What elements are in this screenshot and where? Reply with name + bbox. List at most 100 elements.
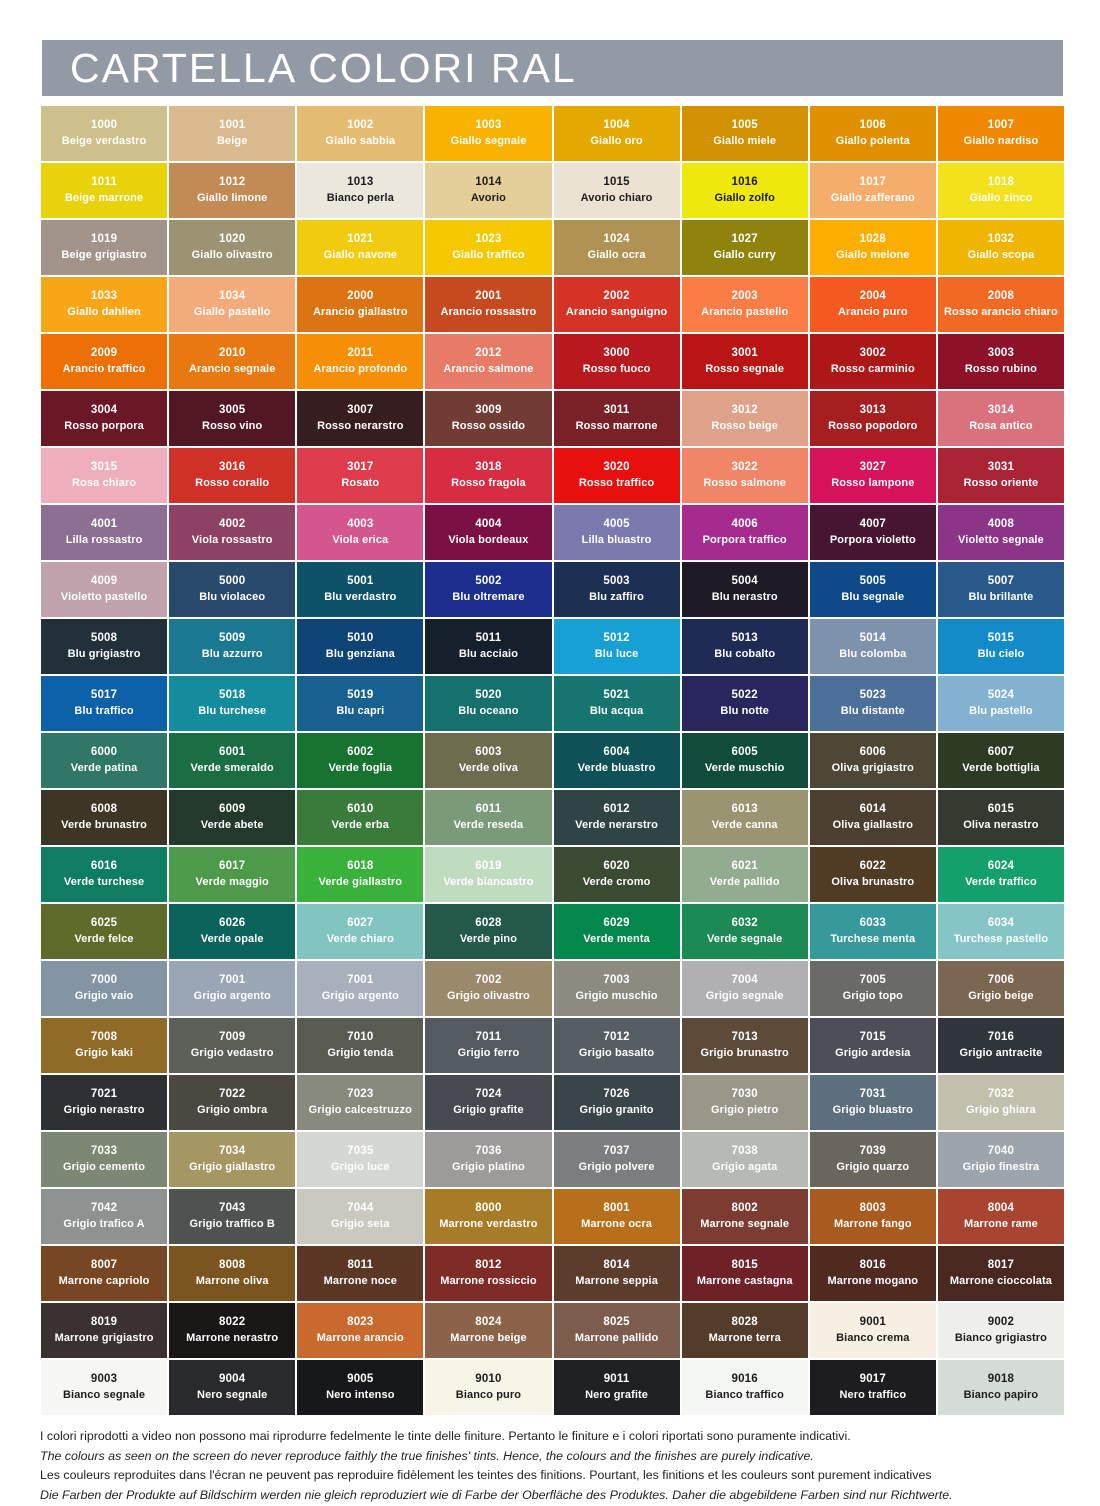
color-swatch-5009[interactable]: 5009 Blu azzurro (169, 619, 296, 674)
color-swatch-1019[interactable]: 1019 Beige grigiastro (41, 220, 168, 275)
color-swatch-7036[interactable]: 7036 Grigio platino (425, 1132, 552, 1187)
color-swatch-5023[interactable]: 5023 Blu distante (809, 676, 936, 731)
color-swatch-4003[interactable]: 4003 Viola erica (297, 505, 424, 560)
color-swatch-2011[interactable]: 2011 Arancio profondo (297, 334, 424, 389)
color-swatch-4006[interactable]: 4006 Porpora traffico (681, 505, 808, 560)
color-swatch-1018[interactable]: 1018 Giallo zinco (937, 163, 1064, 218)
color-swatch-5019[interactable]: 5019 Blu capri (297, 676, 424, 731)
color-swatch-9002[interactable]: 9002 Bianco grigiastro (937, 1303, 1064, 1358)
color-swatch-6024[interactable]: 6024 Verde traffico (937, 847, 1064, 902)
color-swatch-7033[interactable]: 7033 Grigio cemento (41, 1132, 168, 1187)
color-swatch-8017[interactable]: 8017 Marrone cioccolata (937, 1246, 1064, 1301)
color-swatch-5002[interactable]: 5002 Blu oltremare (425, 562, 552, 617)
color-swatch-8001[interactable]: 8001 Marrone ocra (553, 1189, 680, 1244)
color-swatch-5011[interactable]: 5011 Blu acciaio (425, 619, 552, 674)
color-swatch-6034[interactable]: 6034 Turchese pastello (937, 904, 1064, 959)
color-swatch-9003[interactable]: 9003 Bianco segnale (41, 1360, 168, 1415)
color-swatch-6018[interactable]: 6018 Verde giallastro (297, 847, 424, 902)
color-swatch-3022[interactable]: 3022 Rosso salmone (681, 448, 808, 503)
color-swatch-8024[interactable]: 8024 Marrone beige (425, 1303, 552, 1358)
color-swatch-3011[interactable]: 3011 Rosso marrone (553, 391, 680, 446)
color-swatch-3017[interactable]: 3017 Rosato (297, 448, 424, 503)
color-swatch-7026[interactable]: 7026 Grigio granito (553, 1075, 680, 1130)
color-swatch-5012[interactable]: 5012 Blu luce (553, 619, 680, 674)
color-swatch-9010[interactable]: 9010 Bianco puro (425, 1360, 552, 1415)
color-swatch-9001[interactable]: 9001 Bianco crema (809, 1303, 936, 1358)
color-swatch-6025[interactable]: 6025 Verde felce (41, 904, 168, 959)
color-swatch-6004[interactable]: 6004 Verde bluastro (553, 733, 680, 788)
color-swatch-8008[interactable]: 8008 Marrone oliva (169, 1246, 296, 1301)
color-swatch-5021[interactable]: 5021 Blu acqua (553, 676, 680, 731)
color-swatch-1002[interactable]: 1002 Giallo sabbia (297, 106, 424, 161)
color-swatch-8023[interactable]: 8023 Marrone arancio (297, 1303, 424, 1358)
color-swatch-5005[interactable]: 5005 Blu segnale (809, 562, 936, 617)
color-swatch-2009[interactable]: 2009 Arancio traffico (41, 334, 168, 389)
color-swatch-2002[interactable]: 2002 Arancio sanguigno (553, 277, 680, 332)
color-swatch-1021[interactable]: 1021 Giallo navone (297, 220, 424, 275)
color-swatch-7034[interactable]: 7034 Grigio giallastro (169, 1132, 296, 1187)
color-swatch-8011[interactable]: 8011 Marrone noce (297, 1246, 424, 1301)
color-swatch-1014[interactable]: 1014 Avorio (425, 163, 552, 218)
color-swatch-3007[interactable]: 3007 Rosso nerarstro (297, 391, 424, 446)
color-swatch-5018[interactable]: 5018 Blu turchese (169, 676, 296, 731)
color-swatch-2012[interactable]: 2012 Arancio salmone (425, 334, 552, 389)
color-swatch-3001[interactable]: 3001 Rosso segnale (681, 334, 808, 389)
color-swatch-7031[interactable]: 7031 Grigio bluastro (809, 1075, 936, 1130)
color-swatch-6009[interactable]: 6009 Verde abete (169, 790, 296, 845)
color-swatch-4008[interactable]: 4008 Violetto segnale (937, 505, 1064, 560)
color-swatch-6019[interactable]: 6019 Verde biancastro (425, 847, 552, 902)
color-swatch-7030[interactable]: 7030 Grigio pietro (681, 1075, 808, 1130)
color-swatch-4009[interactable]: 4009 Violetto pastello (41, 562, 168, 617)
color-swatch-6029[interactable]: 6029 Verde menta (553, 904, 680, 959)
color-swatch-7013[interactable]: 7013 Grigio brunastro (681, 1018, 808, 1073)
color-swatch-7002[interactable]: 7002 Grigio olivastro (425, 961, 552, 1016)
color-swatch-6001[interactable]: 6001 Verde smeraldo (169, 733, 296, 788)
color-swatch-7015[interactable]: 7015 Grigio ardesia (809, 1018, 936, 1073)
color-swatch-2001[interactable]: 2001 Arancio rossastro (425, 277, 552, 332)
color-swatch-9018[interactable]: 9018 Bianco papiro (937, 1360, 1064, 1415)
color-swatch-7038[interactable]: 7038 Grigio agata (681, 1132, 808, 1187)
color-swatch-8014[interactable]: 8014 Marrone seppia (553, 1246, 680, 1301)
color-swatch-3014[interactable]: 3014 Rosa antico (937, 391, 1064, 446)
color-swatch-7010[interactable]: 7010 Grigio tenda (297, 1018, 424, 1073)
color-swatch-7037[interactable]: 7037 Grigio polvere (553, 1132, 680, 1187)
color-swatch-7000[interactable]: 7000 Grigio vaio (41, 961, 168, 1016)
color-swatch-4002[interactable]: 4002 Viola rossastro (169, 505, 296, 560)
color-swatch-1033[interactable]: 1033 Giallo dahlien (41, 277, 168, 332)
color-swatch-6000[interactable]: 6000 Verde patina (41, 733, 168, 788)
color-swatch-1011[interactable]: 1011 Beige marrone (41, 163, 168, 218)
color-swatch-7003[interactable]: 7003 Grigio muschio (553, 961, 680, 1016)
color-swatch-1024[interactable]: 1024 Giallo ocra (553, 220, 680, 275)
color-swatch-9017[interactable]: 9017 Nero traffico (809, 1360, 936, 1415)
color-swatch-8007[interactable]: 8007 Marrone capriolo (41, 1246, 168, 1301)
color-swatch-3027[interactable]: 3027 Rosso lampone (809, 448, 936, 503)
color-swatch-6017[interactable]: 6017 Verde maggio (169, 847, 296, 902)
color-swatch-6012[interactable]: 6012 Verde nerarstro (553, 790, 680, 845)
color-swatch-6033[interactable]: 6033 Turchese menta (809, 904, 936, 959)
color-swatch-5015[interactable]: 5015 Blu cielo (937, 619, 1064, 674)
color-swatch-5020[interactable]: 5020 Blu oceano (425, 676, 552, 731)
color-swatch-7042[interactable]: 7042 Grigio trafico A (41, 1189, 168, 1244)
color-swatch-3018[interactable]: 3018 Rosso fragola (425, 448, 552, 503)
color-swatch-1013[interactable]: 1013 Bianco perla (297, 163, 424, 218)
color-swatch-7039[interactable]: 7039 Grigio quarzo (809, 1132, 936, 1187)
color-swatch-4007[interactable]: 4007 Porpora violetto (809, 505, 936, 560)
color-swatch-8004[interactable]: 8004 Marrone rame (937, 1189, 1064, 1244)
color-swatch-8000[interactable]: 8000 Marrone verdastro (425, 1189, 552, 1244)
color-swatch-1028[interactable]: 1028 Giallo melone (809, 220, 936, 275)
color-swatch-5000[interactable]: 5000 Blu violaceo (169, 562, 296, 617)
color-swatch-2004[interactable]: 2004 Arancio puro (809, 277, 936, 332)
color-swatch-8028[interactable]: 8028 Marrone terra (681, 1303, 808, 1358)
color-swatch-7035[interactable]: 7035 Grigio luce (297, 1132, 424, 1187)
color-swatch-6010[interactable]: 6010 Verde erba (297, 790, 424, 845)
color-swatch-6003[interactable]: 6003 Verde oliva (425, 733, 552, 788)
color-swatch-1001[interactable]: 1001 Beige (169, 106, 296, 161)
color-swatch-6032[interactable]: 6032 Verde segnale (681, 904, 808, 959)
color-swatch-7009[interactable]: 7009 Grigio vedastro (169, 1018, 296, 1073)
color-swatch-7004[interactable]: 7004 Grigio segnale (681, 961, 808, 1016)
color-swatch-6013[interactable]: 6013 Verde canna (681, 790, 808, 845)
color-swatch-5024[interactable]: 5024 Blu pastello (937, 676, 1064, 731)
color-swatch-8025[interactable]: 8025 Marrone pallido (553, 1303, 680, 1358)
color-swatch-8003[interactable]: 8003 Marrone fango (809, 1189, 936, 1244)
color-swatch-9011[interactable]: 9011 Nero grafite (553, 1360, 680, 1415)
